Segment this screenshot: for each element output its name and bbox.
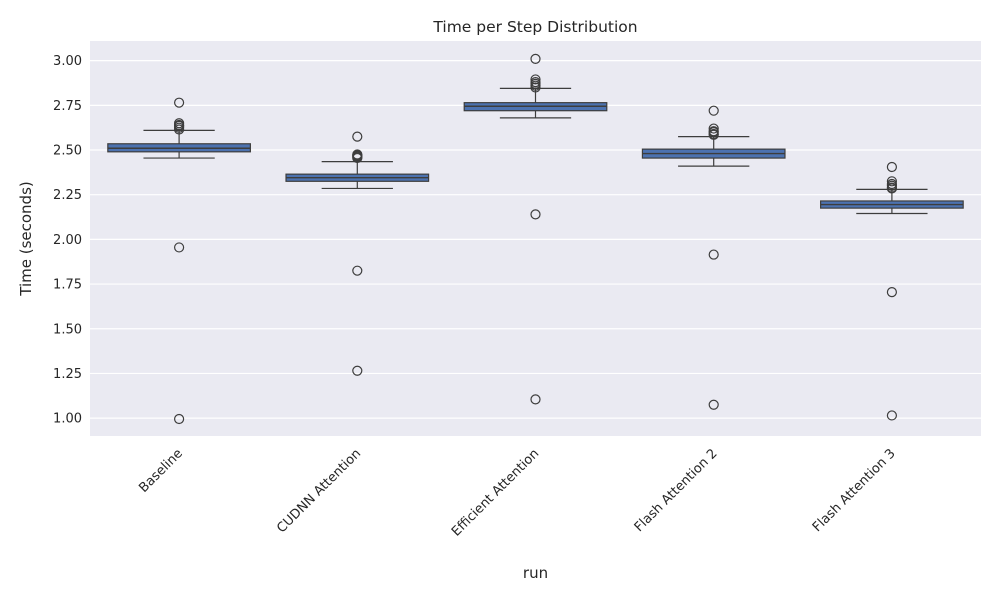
box-group xyxy=(285,131,430,376)
box-group xyxy=(463,53,608,405)
outlier-point xyxy=(708,105,719,116)
outlier-point xyxy=(352,265,363,276)
outlier-point xyxy=(886,161,898,173)
outlier-point xyxy=(174,124,185,135)
y-tick-labels: 1.00 1.25 1.50 1.75 2.00 2.25 2.50 2.75 3.00 xyxy=(53,54,82,426)
y-tick-label: 1.75 xyxy=(53,278,82,293)
y-tick-label: 3.00 xyxy=(53,54,82,69)
x-tick-label: Flash Attention 2 xyxy=(632,446,721,535)
x-tick-labels: Baseline CUDNN Attention Efficient Attenti… xyxy=(136,446,898,539)
outlier-point xyxy=(352,152,363,164)
y-tick-label: 2.50 xyxy=(53,144,82,159)
box-group xyxy=(641,105,786,410)
outlier-point xyxy=(708,129,719,140)
x-tick-label: Efficient Attention xyxy=(449,446,542,539)
outlier-point xyxy=(352,131,363,142)
y-tick-label: 2.25 xyxy=(53,188,82,203)
box-group xyxy=(107,97,251,425)
outlier-point xyxy=(530,209,541,220)
x-tick-label: Flash Attention 3 xyxy=(810,446,899,535)
x-tick-label: CUDNN Attention xyxy=(274,446,364,536)
x-axis-title: run xyxy=(523,564,548,582)
outlier-point xyxy=(174,97,185,108)
grid-lines xyxy=(90,60,981,419)
outlier-point xyxy=(708,399,719,410)
outlier-point xyxy=(530,82,541,93)
outlier-point xyxy=(530,74,541,85)
chart-title: Time per Step Distribution xyxy=(432,18,637,36)
y-tick-label: 1.50 xyxy=(53,322,82,337)
outlier-point xyxy=(886,287,898,298)
outlier-point xyxy=(174,242,185,253)
y-tick-label: 1.25 xyxy=(53,367,82,382)
outlier-point xyxy=(352,365,363,376)
box-group xyxy=(820,161,964,421)
box-series xyxy=(107,53,964,425)
y-tick-label: 2.00 xyxy=(53,233,82,248)
outlier-point xyxy=(886,176,898,187)
outlier-point xyxy=(174,413,185,425)
x-tick-label: Baseline xyxy=(136,446,186,496)
outlier-point xyxy=(708,249,719,260)
outlier-point xyxy=(886,410,898,421)
y-tick-label: 2.75 xyxy=(53,99,82,114)
y-tick-label: 1.00 xyxy=(53,412,82,427)
y-axis-title: Time (seconds) xyxy=(17,181,35,297)
outlier-point xyxy=(886,183,898,194)
outlier-point xyxy=(530,394,541,405)
outlier-point xyxy=(530,53,541,64)
outlier-point xyxy=(708,123,719,134)
